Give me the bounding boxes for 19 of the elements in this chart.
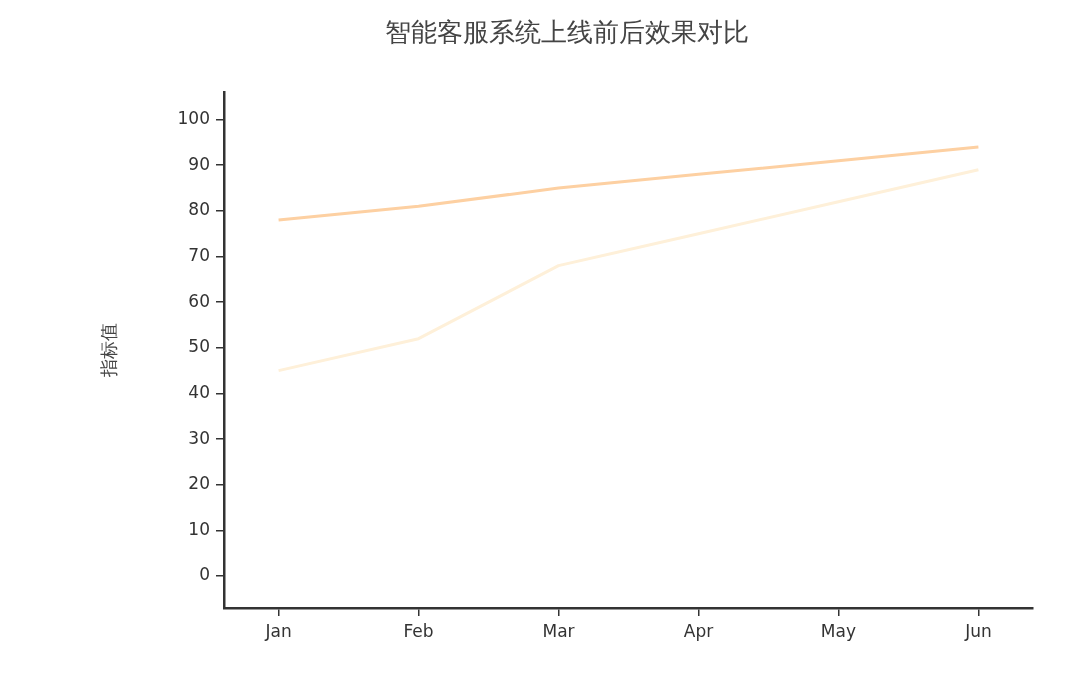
y-tick-label: 60 xyxy=(188,290,210,311)
x-tick-label: May xyxy=(820,620,857,641)
y-tick-label: 100 xyxy=(177,108,210,129)
y-tick-label: 50 xyxy=(188,336,210,357)
x-tick-label: Apr xyxy=(683,620,714,641)
y-axis-title: 指标值 xyxy=(98,323,120,379)
x-tick-label: Jan xyxy=(264,620,292,641)
x-tick-label: Jun xyxy=(964,620,992,641)
y-tick-label: 80 xyxy=(188,199,210,220)
y-tick-label: 20 xyxy=(188,473,210,494)
y-tick-label: 40 xyxy=(188,381,210,402)
y-tick-label: 10 xyxy=(188,518,210,539)
y-tick-label: 0 xyxy=(199,564,210,585)
y-tick-label: 30 xyxy=(188,427,210,448)
x-tick-label: Mar xyxy=(542,620,575,641)
y-tick-label: 70 xyxy=(188,244,210,265)
y-tick-label: 90 xyxy=(188,153,210,174)
chart-title: 智能客服系统上线前后效果对比 xyxy=(384,17,749,48)
x-tick-label: Feb xyxy=(403,620,434,641)
